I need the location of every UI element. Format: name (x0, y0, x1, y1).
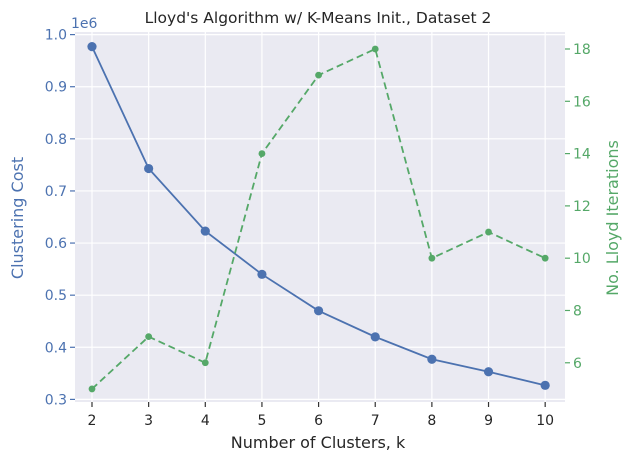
left-tick-label: 0.9 (45, 80, 67, 96)
lloyd-iterations-point (201, 359, 209, 367)
clustering-cost-point (483, 367, 494, 377)
right-tick-label: 6 (573, 356, 582, 372)
clustering-cost-point (370, 332, 380, 342)
clustering-cost-point (313, 306, 324, 316)
left-tick-label: 0.7 (45, 184, 67, 200)
lloyd-iterations-point (315, 71, 322, 79)
x-tick-label: 5 (257, 413, 266, 429)
x-axis-label: Number of Clusters, k (231, 433, 406, 452)
lloyd-iterations-point (485, 228, 492, 236)
right-tick-label: 10 (573, 251, 591, 267)
left-tick-label: 0.6 (45, 236, 67, 252)
right-tick-label: 14 (573, 147, 591, 163)
left-tick-label: 0.4 (45, 340, 67, 356)
left-axis-offset-label: 1e6 (71, 16, 98, 32)
left-tick-label: 0.5 (45, 288, 67, 304)
lloyd-iterations-point (541, 254, 549, 262)
left-axis-label: Clustering Cost (8, 157, 27, 279)
lloyd-iterations-series (88, 45, 549, 393)
right-axis-ticks: 6 8 10 12 14 16 18 (565, 42, 591, 372)
y-grid (75, 34, 565, 400)
plot-area (75, 32, 565, 402)
lloyd-iterations-point (258, 150, 266, 157)
right-tick-label: 8 (573, 303, 582, 319)
clustering-cost-point (257, 269, 267, 279)
left-tick-label: 0.8 (45, 132, 67, 148)
lloyd-iterations-point (145, 333, 153, 341)
lloyd-iterations-point (371, 45, 379, 53)
clustering-cost-point (540, 380, 550, 390)
x-tick-label: 3 (144, 413, 153, 429)
right-tick-label: 12 (573, 199, 591, 215)
x-tick-label: 10 (536, 413, 554, 429)
x-tick-label: 9 (484, 413, 493, 429)
chart-title: Lloyd's Algorithm w/ K-Means Init., Data… (145, 9, 492, 27)
x-tick-label: 4 (201, 413, 210, 429)
x-grid (91, 32, 546, 402)
lloyd-iterations-point (428, 254, 436, 262)
right-tick-label: 16 (573, 94, 591, 110)
left-tick-label: 1.0 (45, 28, 67, 44)
left-axis-ticks: 0.3 0.4 0.5 0.6 0.7 0.8 0.9 1.0 (45, 28, 75, 408)
x-tick-label: 2 (88, 413, 97, 429)
x-axis-ticks: 2 3 4 5 6 7 8 9 10 (88, 402, 554, 429)
left-tick-label: 0.3 (45, 392, 67, 408)
x-tick-label: 8 (427, 413, 436, 429)
x-tick-label: 6 (314, 413, 323, 429)
lloyd-iterations-point (88, 385, 96, 393)
clustering-cost-point (144, 163, 154, 174)
right-axis-label: No. Lloyd Iterations (603, 140, 622, 296)
clustering-cost-point (87, 41, 97, 52)
clustering-cost-series (87, 41, 550, 390)
clustering-cost-point (427, 354, 437, 364)
x-tick-label: 7 (371, 413, 380, 429)
clustering-cost-point (200, 226, 210, 236)
right-tick-label: 18 (573, 42, 591, 58)
